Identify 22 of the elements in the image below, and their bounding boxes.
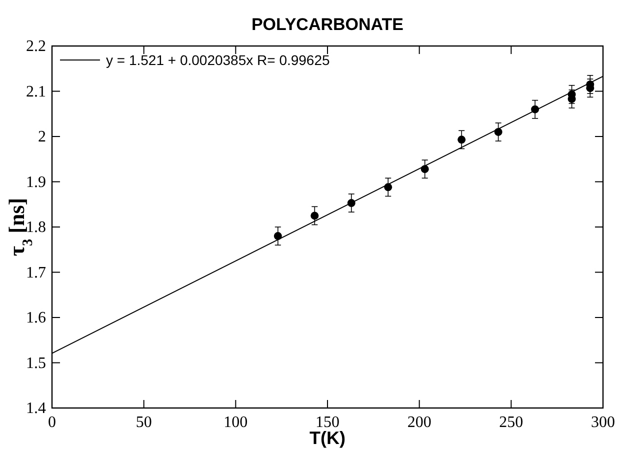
x-tick-label: 0	[48, 414, 56, 431]
point	[310, 212, 319, 220]
point	[420, 165, 429, 174]
y-tick-label: 1.6	[26, 310, 46, 326]
x-tick-label: 50	[136, 414, 152, 431]
point	[458, 136, 466, 144]
y-tick-label: 2.2	[26, 38, 46, 55]
x-axis-title: T(K)	[310, 428, 346, 448]
x-tick-label: 100	[224, 414, 248, 431]
y-tick-label: 1.8	[26, 219, 46, 236]
x-tick-label: 250	[499, 414, 524, 431]
chart-title: POLYCARBONATE	[251, 15, 404, 34]
legend-label: y = 1.521 + 0.0020385x R= 0.99625	[106, 52, 330, 68]
y-tick-label: 2	[38, 128, 46, 146]
y-tick-label: 1.9	[26, 174, 46, 191]
y-tick-label: 1.5	[26, 354, 46, 372]
x-tick-label: 150	[316, 414, 340, 431]
x-tick-label: 200	[407, 414, 432, 431]
y-tick-label: 1.7	[26, 264, 46, 282]
y-tick-label: 1.4	[26, 400, 46, 417]
x-tick-label: 300	[591, 414, 615, 431]
y-tick-label: 2.1	[26, 83, 46, 100]
